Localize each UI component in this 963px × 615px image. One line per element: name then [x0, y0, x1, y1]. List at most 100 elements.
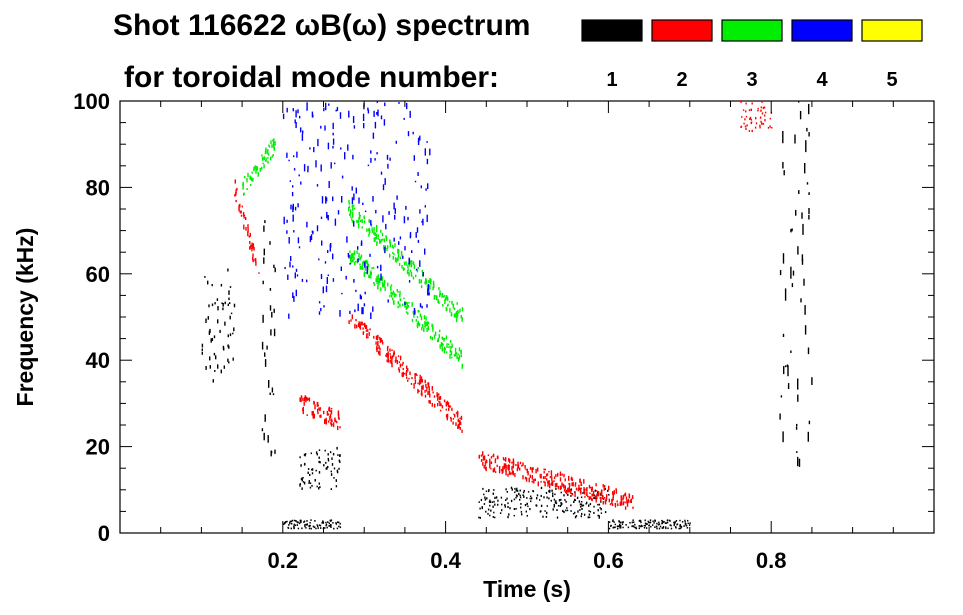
spectral-mark: [645, 527, 648, 529]
spectral-mark: [314, 404, 316, 410]
spectral-mark: [408, 302, 410, 304]
spectral-mark: [761, 101, 763, 103]
spectral-mark: [207, 316, 209, 320]
spectral-mark: [417, 310, 419, 313]
spectral-mark: [439, 290, 441, 295]
spectral-mark: [394, 257, 397, 262]
spectral-mark: [429, 148, 431, 156]
spectral-mark: [262, 162, 264, 165]
spectral-mark: [364, 322, 366, 328]
spectral-mark: [451, 300, 453, 305]
spectral-mark: [273, 147, 275, 151]
spectral-mark: [413, 262, 415, 266]
y-tick-label: 0: [98, 521, 110, 546]
spectral-mark: [667, 527, 669, 530]
spectral-mark: [270, 450, 272, 457]
spectral-mark: [583, 513, 586, 516]
spectral-mark: [267, 160, 269, 164]
spectral-mark: [359, 215, 361, 220]
spectral-mark: [409, 371, 411, 375]
spectral-mark: [335, 522, 337, 524]
spectral-mark: [426, 304, 428, 308]
spectral-mark: [450, 350, 453, 356]
spectral-mark: [759, 116, 762, 119]
spectral-mark: [687, 519, 689, 522]
spectral-mark: [581, 501, 583, 503]
spectral-mark: [670, 527, 673, 530]
spectral-mark: [483, 493, 485, 496]
spectral-mark: [679, 525, 681, 527]
spectral-mark: [305, 527, 307, 529]
spectral-mark: [329, 413, 332, 419]
spectral-mark: [398, 241, 400, 245]
spectral-mark: [455, 313, 457, 318]
spectral-mark: [394, 360, 397, 363]
spectral-mark: [284, 522, 286, 524]
spectral-mark: [426, 327, 428, 332]
spectral-mark: [418, 280, 421, 283]
spectral-mark: [663, 521, 665, 523]
spectral-mark: [358, 216, 360, 221]
spectral-mark: [334, 162, 336, 165]
spectral-mark: [545, 491, 548, 494]
series-4-15: [282, 101, 431, 319]
spectral-mark: [236, 187, 238, 191]
spectral-mark: [349, 263, 351, 265]
spectral-mark: [339, 112, 342, 119]
spectral-mark: [641, 525, 643, 527]
spectral-mark: [749, 117, 751, 120]
spectral-mark: [649, 519, 652, 521]
spectral-mark: [507, 506, 509, 508]
spectral-mark: [370, 157, 372, 163]
spectral-mark: [483, 457, 485, 461]
spectral-mark: [432, 327, 434, 332]
spectral-mark: [516, 487, 518, 490]
spectral-mark: [387, 282, 389, 287]
spectral-mark: [265, 157, 267, 162]
spectral-mark: [328, 181, 330, 188]
spectral-mark: [580, 487, 582, 490]
spectral-mark: [478, 454, 480, 459]
spectral-mark: [750, 118, 753, 121]
spectral-mark: [417, 172, 419, 176]
spectral-mark: [742, 109, 745, 111]
spectral-mark: [288, 237, 290, 244]
spectral-mark: [351, 186, 353, 191]
spectral-mark: [324, 419, 326, 425]
spectral-mark: [593, 494, 596, 497]
spectral-mark: [357, 323, 360, 327]
spectral-mark: [297, 109, 299, 114]
spectral-mark: [496, 464, 498, 467]
spectral-mark: [413, 155, 415, 161]
spectral-mark: [553, 476, 556, 479]
spectral-mark: [808, 208, 810, 214]
spectral-mark: [351, 211, 354, 217]
spectral-mark: [453, 354, 455, 357]
spectral-mark: [301, 478, 303, 482]
spectral-mark: [484, 461, 487, 465]
spectral-mark: [648, 524, 650, 527]
spectral-mark: [417, 239, 420, 243]
legend-swatch-1: [581, 19, 643, 42]
spectral-mark: [263, 156, 265, 160]
spectral-mark: [402, 371, 404, 377]
spectral-mark: [363, 323, 365, 326]
spectral-mark: [378, 280, 380, 286]
spectral-mark: [284, 267, 286, 270]
spectral-mark: [516, 489, 519, 492]
spectral-mark: [416, 374, 418, 376]
spectral-mark: [513, 514, 515, 517]
spectral-mark: [269, 392, 271, 395]
spectral-mark: [687, 522, 689, 525]
spectral-mark: [315, 469, 317, 472]
spectral-mark: [360, 295, 362, 300]
spectral-mark: [790, 266, 792, 279]
spectral-mark: [211, 284, 213, 287]
spectral-mark: [418, 382, 421, 386]
spectral-mark: [429, 394, 431, 398]
spectral-mark: [324, 125, 326, 131]
spectral-mark: [403, 216, 406, 224]
spectral-mark: [323, 107, 325, 112]
spectral-mark: [529, 508, 531, 511]
spectral-mark: [267, 157, 269, 159]
